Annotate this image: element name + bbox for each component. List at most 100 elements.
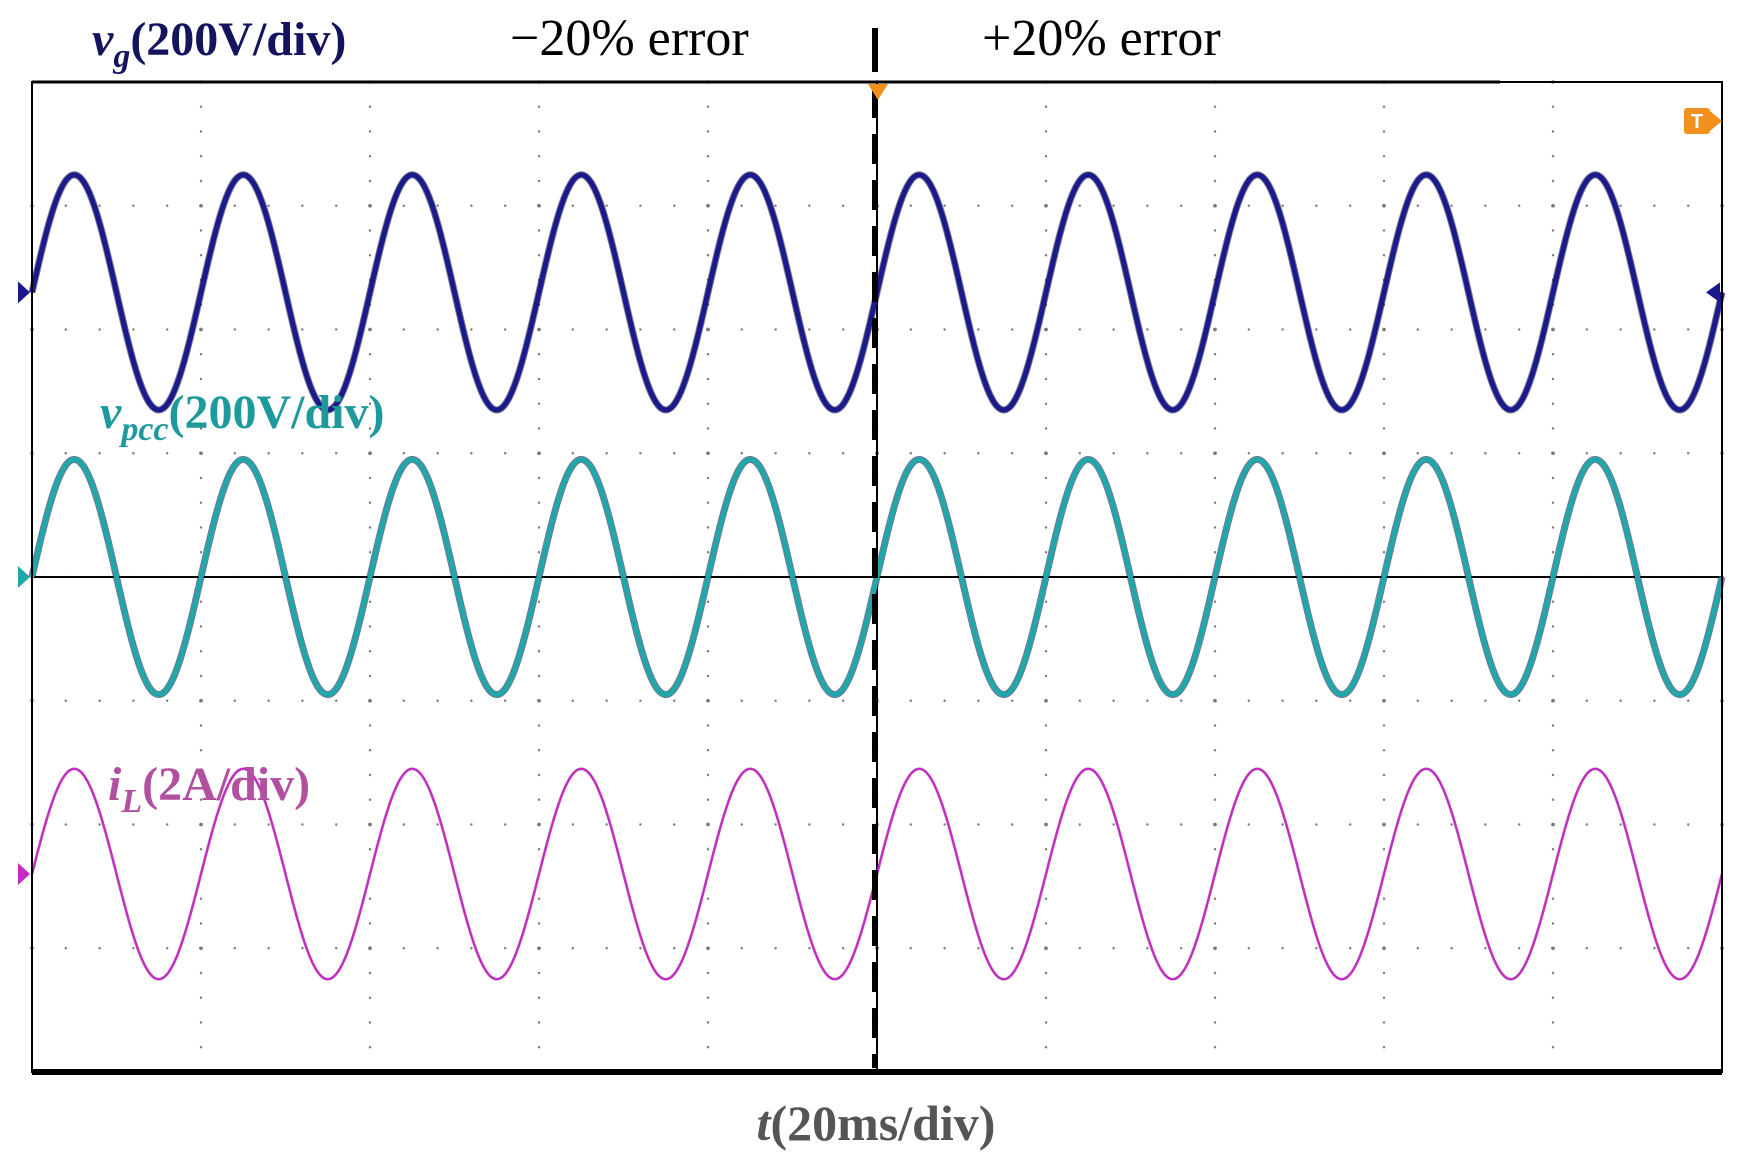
grid-dot [1146, 204, 1149, 207]
grid-dot [335, 699, 338, 702]
grid-dot [1213, 254, 1217, 257]
grid-dot [1551, 674, 1555, 678]
grid-dot [368, 427, 372, 430]
grid-dot [1044, 427, 1048, 430]
grid-dot [1551, 749, 1555, 752]
grid-dot [132, 328, 135, 331]
grid-dot [571, 699, 574, 702]
grid-dot [233, 699, 236, 702]
grid-dot [1382, 625, 1386, 628]
grid-dot [199, 130, 203, 133]
grid-dot [368, 451, 372, 456]
grid-dot [368, 749, 372, 752]
grid-dot [537, 451, 541, 456]
grid-dot [1078, 947, 1082, 950]
grid-dot [199, 427, 203, 430]
grid-dot [301, 823, 304, 826]
grid-dot [1213, 105, 1217, 108]
grid-dot [1551, 155, 1555, 158]
grid-dot [1281, 823, 1284, 826]
grid-dot [571, 823, 574, 826]
grid-dot [1044, 749, 1048, 752]
grid-dot [977, 328, 980, 331]
grid-dot [706, 798, 710, 801]
grid-dot [1551, 946, 1555, 951]
grid-dot [1382, 130, 1386, 133]
grid-dot [706, 254, 710, 257]
grid-dot [537, 203, 541, 208]
grid-dot [368, 600, 372, 603]
vg-ground-marker [18, 281, 30, 304]
grid-dot [774, 204, 777, 207]
grid-dot [1044, 402, 1048, 405]
grid-dot [368, 402, 372, 405]
grid-dot [470, 823, 473, 826]
grid-dot [1044, 353, 1048, 356]
grid-dot [537, 105, 541, 108]
grid-dot [64, 699, 68, 702]
grid-dot [774, 699, 777, 702]
grid-dot [537, 179, 541, 183]
grid-dot [537, 155, 541, 158]
grid-dot [943, 699, 946, 702]
grid-dot [1551, 650, 1555, 653]
grid-dot [1382, 773, 1386, 777]
grid-dot [233, 823, 236, 826]
grid-dot [301, 699, 304, 702]
grid-dot [537, 327, 541, 332]
grid-dot [436, 204, 439, 207]
grid-dot [98, 452, 101, 455]
grid-dot [1281, 699, 1284, 702]
grid-dot [639, 204, 642, 207]
grid-dot [199, 724, 203, 727]
grid-dot [402, 204, 405, 207]
grid-dot [1044, 179, 1048, 183]
grid-dot [943, 947, 946, 950]
grid-dot [368, 155, 372, 158]
grid-dot [537, 526, 541, 529]
grid-dot [1044, 551, 1048, 554]
grid-dot [740, 204, 743, 207]
grid-dot [1450, 947, 1453, 950]
vg-label: vg(200V/div) [92, 13, 346, 75]
grid-dot [301, 204, 304, 207]
grid-dot [1518, 328, 1521, 331]
grid-dot [571, 452, 574, 455]
grid-dot [1382, 897, 1386, 900]
grid-dot [132, 823, 135, 826]
grid-dot [1484, 328, 1487, 331]
grid-dot [1484, 823, 1487, 826]
grid-dot [1653, 328, 1656, 331]
grid-dot [706, 897, 710, 900]
grid-dot [1213, 551, 1217, 554]
grid-dot [1180, 328, 1183, 331]
grid-dot [706, 724, 710, 727]
grid-dot [1450, 328, 1453, 331]
vg-label-unit: (200V/div) [130, 13, 346, 66]
grid-dot [1213, 897, 1217, 900]
grid-dot [1551, 600, 1555, 603]
grid-dot [1315, 947, 1318, 950]
grid-dot [1213, 848, 1217, 851]
grid-dot [706, 996, 710, 999]
grid-dot [199, 674, 203, 678]
grid-dot [504, 328, 507, 331]
grid-dot [909, 947, 912, 950]
grid-dot [1551, 625, 1555, 628]
grid-dot [199, 254, 203, 257]
grid-dot [740, 947, 743, 950]
grid-dot [1044, 650, 1048, 653]
grid-dot [301, 947, 304, 950]
grid-dot [233, 328, 236, 331]
grid-dot [199, 203, 203, 208]
grid-dot [166, 823, 169, 826]
grid-dot [639, 699, 642, 702]
grid-dot [368, 1021, 372, 1024]
vg-label-sub: g [112, 38, 130, 75]
grid-dot [1180, 452, 1183, 455]
grid-dot [1247, 947, 1251, 950]
vpcc-label-unit: (200V/div) [169, 386, 385, 439]
vg-right-marker [1706, 282, 1720, 303]
grid-dot [977, 204, 980, 207]
grid-dot [1585, 823, 1589, 826]
